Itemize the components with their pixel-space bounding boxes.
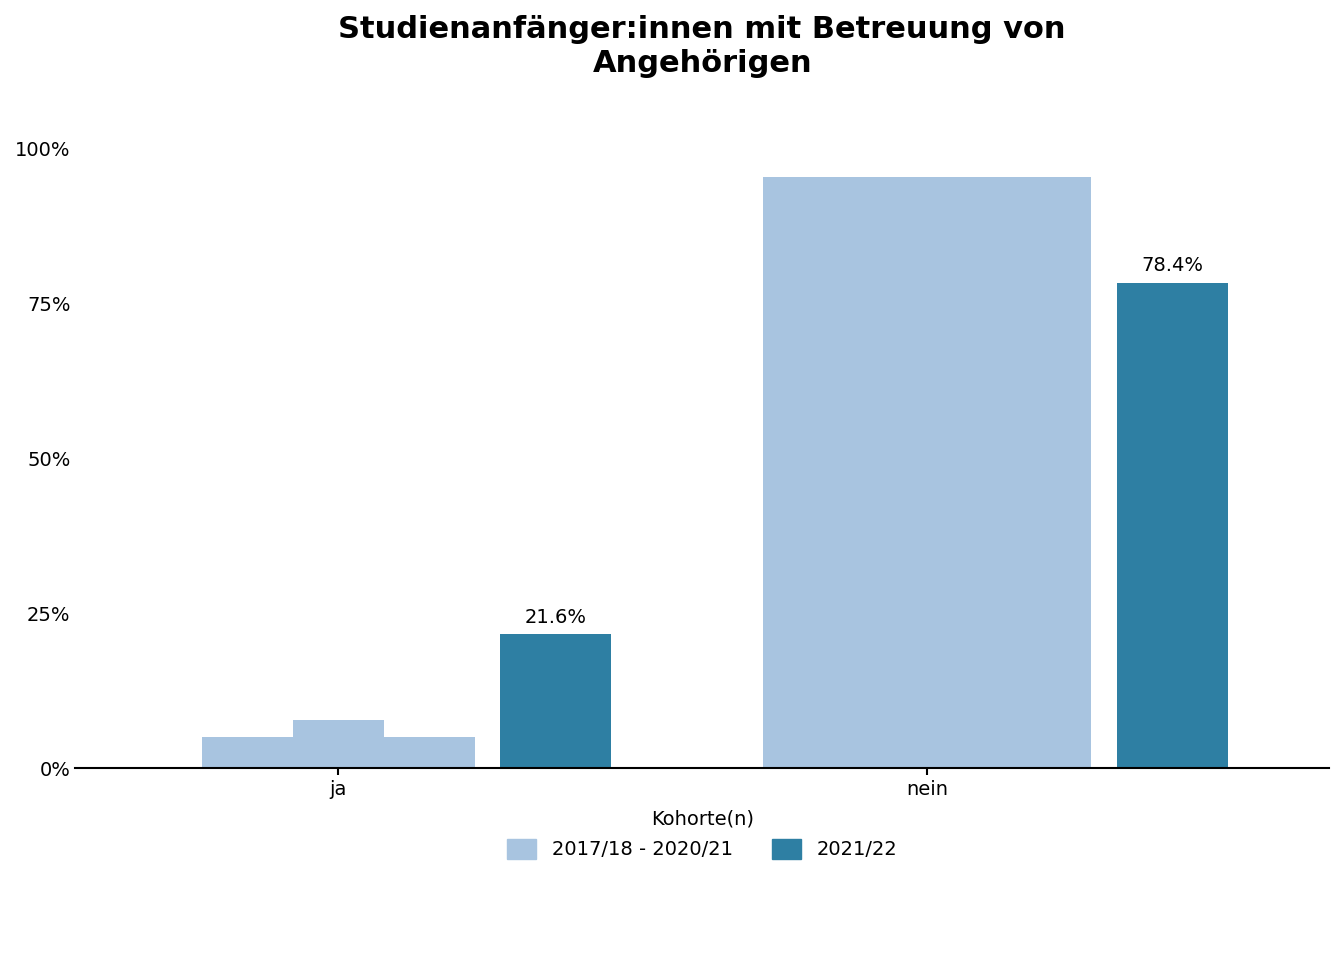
Bar — [202, 737, 293, 768]
Bar — [293, 720, 384, 768]
Bar — [500, 635, 612, 768]
Text: 21.6%: 21.6% — [524, 608, 586, 627]
Bar — [763, 177, 1091, 768]
Legend: 2017/18 - 2020/21, 2021/22: 2017/18 - 2020/21, 2021/22 — [488, 790, 917, 878]
Bar — [1117, 282, 1228, 768]
Text: 78.4%: 78.4% — [1141, 256, 1203, 276]
Title: Studienanfänger:innen mit Betreuung von
Angehörigen: Studienanfänger:innen mit Betreuung von … — [339, 15, 1066, 78]
Bar — [384, 737, 474, 768]
